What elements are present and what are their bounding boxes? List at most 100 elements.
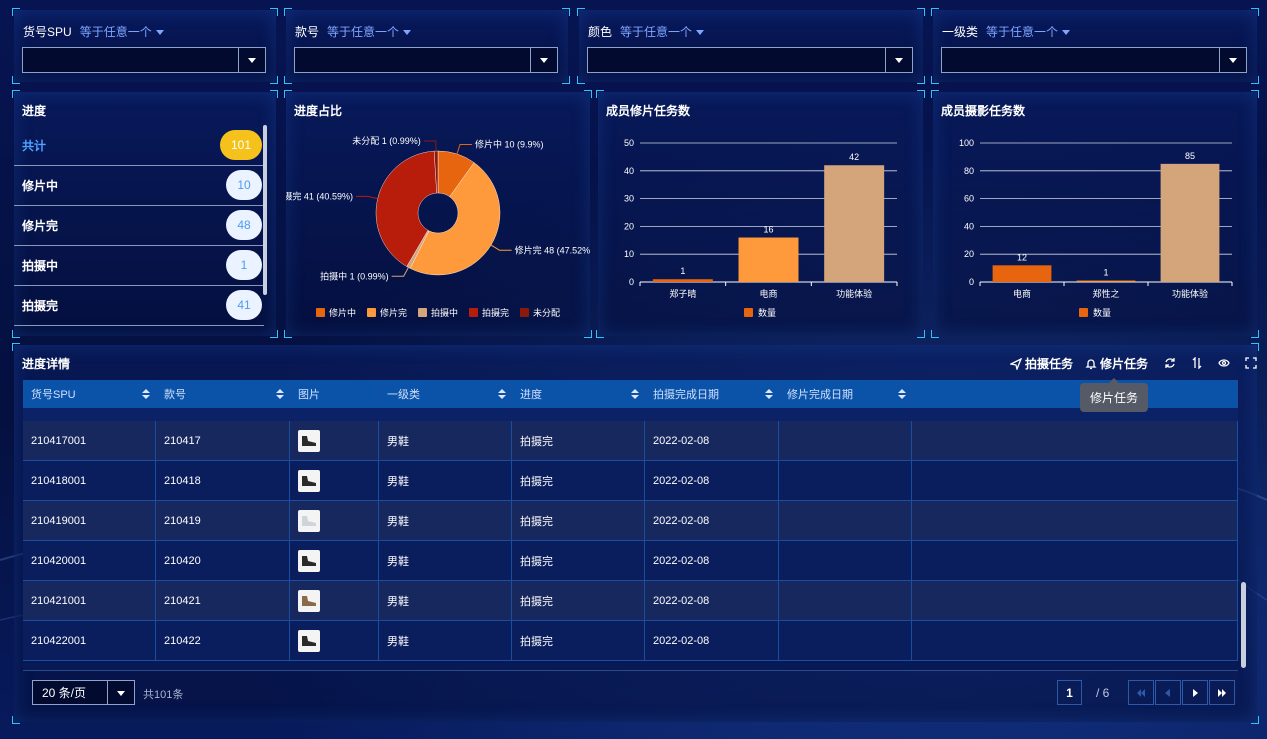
page-size-button[interactable] xyxy=(107,681,134,704)
filter-operator-wrap[interactable]: 等于任意一个 xyxy=(327,23,412,40)
table-cell xyxy=(912,541,1238,581)
y-tick-label: 0 xyxy=(969,277,974,287)
caret-shape xyxy=(540,58,548,63)
toolbar-icon-button[interactable] xyxy=(1191,357,1203,369)
y-tick-label: 50 xyxy=(624,138,634,148)
filter-dropdown-button[interactable] xyxy=(885,48,912,72)
current-page[interactable]: 1 xyxy=(1066,685,1073,700)
table-cell: 拍摄完 xyxy=(512,541,645,581)
thumbnail-bg xyxy=(298,629,320,652)
table-cell xyxy=(290,501,379,541)
filter-operator[interactable]: 等于任意一个 xyxy=(986,25,1059,39)
table-cell: 男鞋 xyxy=(379,421,512,461)
page-size-select[interactable]: 20 条/页 xyxy=(32,680,135,705)
sort-icon[interactable] xyxy=(898,389,906,399)
tooltip: 修片任务 xyxy=(1080,378,1148,412)
caret-icon xyxy=(155,29,164,35)
product-thumbnail[interactable] xyxy=(298,589,320,612)
chart-title: 成员摄影任务数 xyxy=(941,104,1026,118)
sort-icon[interactable] xyxy=(765,389,773,399)
page-size-label[interactable]: 20 条/页 xyxy=(42,686,87,700)
shoe-shape xyxy=(302,475,316,486)
sort-icon[interactable] xyxy=(276,389,284,399)
y-tick-label: 20 xyxy=(964,249,974,259)
cell-text: 210422001 xyxy=(31,634,87,647)
filter-input[interactable] xyxy=(294,47,558,73)
bar-value-label: 42 xyxy=(849,152,859,162)
table-cell xyxy=(290,581,379,621)
filter-operator[interactable]: 等于任意一个 xyxy=(620,25,693,39)
thumbnail-bg xyxy=(298,509,320,532)
filter-operator[interactable]: 等于任意一个 xyxy=(79,25,152,39)
shoe-shape xyxy=(302,515,316,526)
table-cell xyxy=(290,421,379,461)
product-thumbnail[interactable] xyxy=(298,469,320,492)
product-thumbnail[interactable] xyxy=(298,549,320,572)
table-cell: 拍摄完 xyxy=(512,421,645,461)
legend-swatch xyxy=(367,308,376,317)
table-cell xyxy=(912,461,1238,501)
cell-text: 2022-02-08 xyxy=(653,554,710,567)
sort-icon[interactable] xyxy=(142,389,150,399)
filter-operator-wrap[interactable]: 等于任意一个 xyxy=(986,23,1071,40)
pie-slice xyxy=(433,150,439,194)
filter-input[interactable] xyxy=(22,47,266,73)
scrollbar[interactable] xyxy=(263,125,267,295)
shoe-shape xyxy=(302,555,316,566)
table-cell xyxy=(779,461,912,501)
chart-panel: 成员修片任务数 0 10 20 30 40 50 郑子晴 1 电商 16 功能体验 42 数量 xyxy=(596,90,925,338)
filter-panel: 款号 等于任意一个 xyxy=(284,8,570,84)
thumbnail-bg xyxy=(298,429,320,452)
legend-label: 拍摄完 xyxy=(482,307,509,318)
product-thumbnail[interactable] xyxy=(298,429,320,452)
caret-shape xyxy=(1062,29,1071,35)
y-tick-label: 10 xyxy=(624,249,634,259)
filter-header: 款号 等于任意一个 xyxy=(295,23,412,40)
page-nav-button[interactable] xyxy=(1128,680,1154,705)
product-thumbnail[interactable] xyxy=(298,629,320,652)
toolbar-icon-button[interactable] xyxy=(1164,357,1176,369)
toolbar-action[interactable]: 拍摄任务 xyxy=(1010,355,1073,372)
page-nav-button[interactable] xyxy=(1182,680,1208,705)
sort-icon[interactable] xyxy=(498,389,506,399)
caret-shape xyxy=(403,29,412,35)
caret-icon xyxy=(696,29,705,35)
filter-dropdown-button[interactable] xyxy=(1219,48,1246,72)
slice-label: 修片完 48 (47.52%) xyxy=(515,244,590,255)
scrollbar[interactable] xyxy=(1241,582,1246,668)
toolbar-action-label[interactable]: 拍摄任务 xyxy=(1025,357,1074,371)
toolbar-icon-button[interactable] xyxy=(1218,357,1230,369)
page-nav-button[interactable] xyxy=(1155,680,1181,705)
filter-dropdown-button[interactable] xyxy=(530,48,557,72)
filter-operator[interactable]: 等于任意一个 xyxy=(327,25,400,39)
y-tick-label: 100 xyxy=(959,138,974,148)
filter-operator-wrap[interactable]: 等于任意一个 xyxy=(80,23,165,40)
caret-icon xyxy=(1229,58,1237,63)
toolbar-icon-button[interactable] xyxy=(1245,357,1257,369)
toolbar-icon xyxy=(1010,357,1022,370)
toolbar-action-label[interactable]: 修片任务 xyxy=(1100,357,1149,371)
filter-panel: 颜色 等于任意一个 xyxy=(577,8,925,84)
progress-badge: 41 xyxy=(226,290,262,320)
sort-shape xyxy=(631,389,639,399)
filter-input[interactable] xyxy=(587,47,913,73)
table-header-cell: 款号 xyxy=(156,380,290,408)
filter-dropdown-button[interactable] xyxy=(238,48,265,72)
bar-value-label: 12 xyxy=(1017,252,1027,262)
table-cell: 210418001 xyxy=(23,461,156,501)
sort-icon[interactable] xyxy=(631,389,639,399)
column-header-label: 修片完成日期 xyxy=(787,389,853,401)
toolbar-icon xyxy=(1192,357,1202,369)
page-nav-button[interactable] xyxy=(1209,680,1235,705)
nav-icon xyxy=(1193,688,1198,697)
progress-label: 拍摄中 xyxy=(22,259,59,273)
table-cell: 210421001 xyxy=(23,581,156,621)
toolbar-action[interactable]: 修片任务 xyxy=(1085,355,1148,372)
product-thumbnail[interactable] xyxy=(298,509,320,532)
table-cell: 210421 xyxy=(156,581,290,621)
filter-operator-wrap[interactable]: 等于任意一个 xyxy=(620,23,705,40)
page-input[interactable]: 1 xyxy=(1057,680,1082,705)
panel-title: 进度详情 xyxy=(22,357,71,371)
filter-input[interactable] xyxy=(941,47,1247,73)
cell-text: 男鞋 xyxy=(387,595,409,608)
